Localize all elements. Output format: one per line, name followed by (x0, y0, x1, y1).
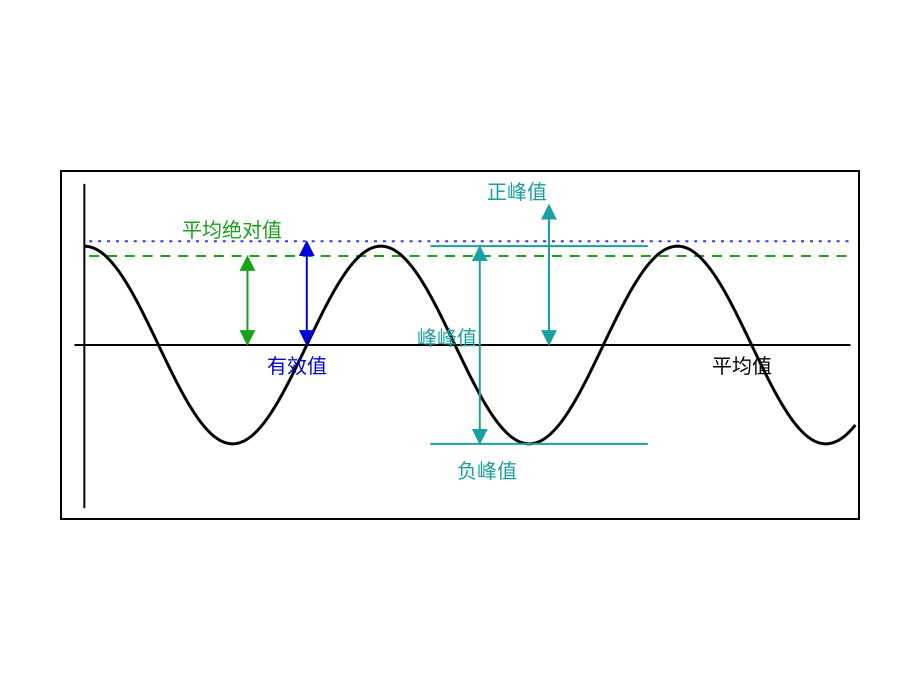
avg-abs-label: 平均绝对值 (182, 214, 282, 243)
peak-to-peak-label: 峰峰值 (417, 322, 477, 351)
positive-peak-label: 正峰值 (487, 176, 547, 205)
mean-label: 平均值 (712, 350, 772, 379)
diagram-frame: 正峰值 平均绝对值 有效值 峰峰值 平均值 负峰值 (60, 170, 860, 520)
negative-peak-label: 负峰值 (457, 455, 517, 484)
slide: 正峰值 平均绝对值 有效值 峰峰值 平均值 负峰值 (0, 0, 920, 690)
rms-label: 有效值 (267, 350, 327, 379)
